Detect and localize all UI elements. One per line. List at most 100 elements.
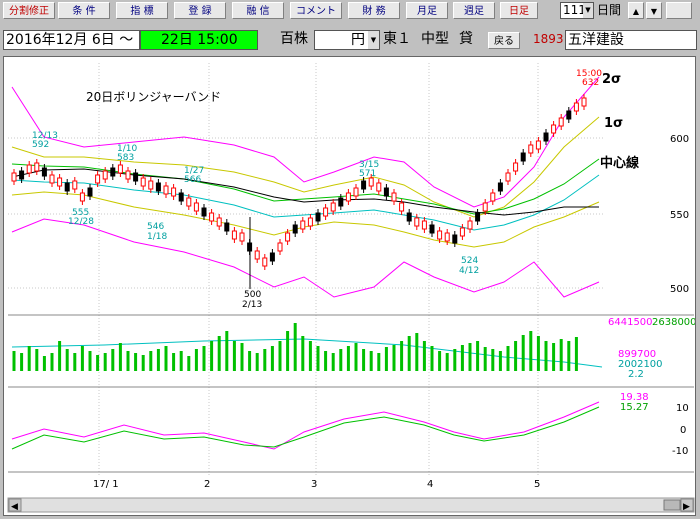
volume-bar: [50, 353, 54, 371]
annotation-value: 524: [461, 256, 478, 266]
volume-bar: [400, 341, 404, 371]
weekly-button[interactable]: 週足: [453, 2, 495, 19]
finance-button[interactable]: 財 務: [348, 2, 400, 19]
x-tick: 17/ 1: [93, 479, 119, 490]
volume-bar: [293, 323, 297, 371]
volume-bar: [255, 353, 259, 371]
volume-bar: [202, 346, 206, 371]
volume-bar: [96, 355, 100, 371]
monthly-button[interactable]: 月足: [406, 2, 448, 19]
candle-body: [482, 202, 488, 212]
candle-body: [406, 212, 412, 222]
period-up-button[interactable]: ▲: [628, 2, 644, 19]
indicator-button[interactable]: 指 標: [116, 2, 168, 19]
sigma2-label: 2σ: [602, 72, 621, 87]
osc-line-2: [11, 406, 600, 450]
candle-body: [444, 232, 450, 242]
candle-body: [566, 110, 572, 120]
candle-body: [315, 212, 321, 222]
candle-body: [292, 224, 298, 234]
volume-bar: [118, 343, 122, 371]
period-count-value: 111: [563, 3, 586, 17]
register-button[interactable]: 登 録: [174, 2, 226, 19]
osc-v1-label: 19.38: [620, 392, 649, 403]
scroll-right-button[interactable]: [680, 498, 694, 512]
chevron-down-icon[interactable]: ▼: [368, 31, 379, 49]
currency-select[interactable]: 円 ▼: [314, 30, 380, 50]
annotation-value: 566: [184, 175, 201, 185]
volume-bar: [384, 347, 388, 371]
margin-button[interactable]: 融 信: [232, 2, 284, 19]
candle-body: [467, 220, 473, 230]
candle-body: [148, 180, 154, 190]
oscillator: [11, 401, 600, 450]
period-count-select[interactable]: 111 ▼: [560, 2, 594, 19]
price-tick: 550: [670, 210, 689, 221]
back-button[interactable]: 戻る: [488, 32, 520, 49]
volume-bar: [225, 331, 229, 371]
candle-body: [535, 140, 541, 150]
candle-body: [34, 162, 40, 172]
candle-body: [171, 187, 177, 197]
candle-body: [285, 232, 291, 242]
volume-bar: [377, 353, 381, 371]
upper-1sigma-line: [11, 116, 600, 218]
center-line-label: 中心線: [600, 155, 640, 171]
candle-body: [72, 180, 78, 190]
volume-bar: [111, 349, 115, 371]
daily-button[interactable]: 日足: [500, 2, 538, 19]
bollinger-bands: [11, 76, 600, 298]
date-range-field[interactable]: 2016年12月 6日 ～: [3, 30, 140, 50]
end-date-field[interactable]: 22日 15:00: [140, 30, 258, 50]
left-arrow-icon: ◀: [11, 502, 18, 512]
comment-button[interactable]: コメント: [290, 2, 342, 19]
annotation-value: 546: [147, 222, 164, 232]
candle-body: [452, 234, 458, 244]
volume-bar: [263, 349, 267, 371]
candle-body: [262, 257, 268, 267]
candle-body: [490, 192, 496, 202]
osc-line-1: [11, 401, 600, 450]
volume-bar: [369, 351, 373, 371]
osc-tick: 10: [676, 403, 689, 414]
volume-bar: [270, 346, 274, 371]
scroll-left-button[interactable]: [8, 498, 22, 512]
period-label: 日間: [597, 3, 622, 17]
price-tick: 500: [670, 284, 689, 295]
volume-bar: [574, 337, 578, 371]
candle-body: [140, 177, 146, 187]
volume-bar: [415, 333, 419, 371]
candle-body: [49, 174, 55, 184]
candle-body: [459, 227, 465, 237]
candle-body: [368, 177, 374, 187]
split-correction-button[interactable]: 分割修正: [3, 2, 55, 19]
candle-body: [110, 167, 116, 177]
lower-1sigma-line: [11, 191, 600, 248]
volume-bar: [187, 356, 191, 371]
period-down-button[interactable]: ▼: [646, 2, 662, 19]
candle-body: [117, 164, 123, 174]
x-tick: 5: [534, 479, 540, 490]
quit-button[interactable]: [666, 2, 692, 19]
volume-bar: [483, 347, 487, 371]
volume-bar: [194, 349, 198, 371]
size-label: 中型: [421, 31, 449, 47]
condition-button[interactable]: 条 件: [58, 2, 110, 19]
lending-label: 貸: [459, 31, 473, 47]
candle-body: [41, 167, 47, 177]
volume-bar: [141, 355, 145, 371]
candle-body: [95, 174, 101, 184]
volume-bar: [445, 353, 449, 371]
volume-bar: [339, 349, 343, 371]
candle-body: [513, 162, 519, 172]
volume-bar: [536, 336, 540, 371]
candle-body: [19, 170, 25, 180]
horizontal-scrollbar[interactable]: [7, 497, 695, 513]
scroll-thumb[interactable]: [663, 499, 681, 511]
chart-panel: 20日ボリンジャーバンド 2σ 1σ 中心線 600 550 500 12/13…: [3, 56, 697, 516]
volume-bar: [324, 351, 328, 371]
volume-bar: [544, 341, 548, 371]
volume-bar: [308, 341, 312, 371]
chevron-down-icon[interactable]: ▼: [583, 3, 593, 18]
x-tick: 3: [311, 479, 317, 490]
